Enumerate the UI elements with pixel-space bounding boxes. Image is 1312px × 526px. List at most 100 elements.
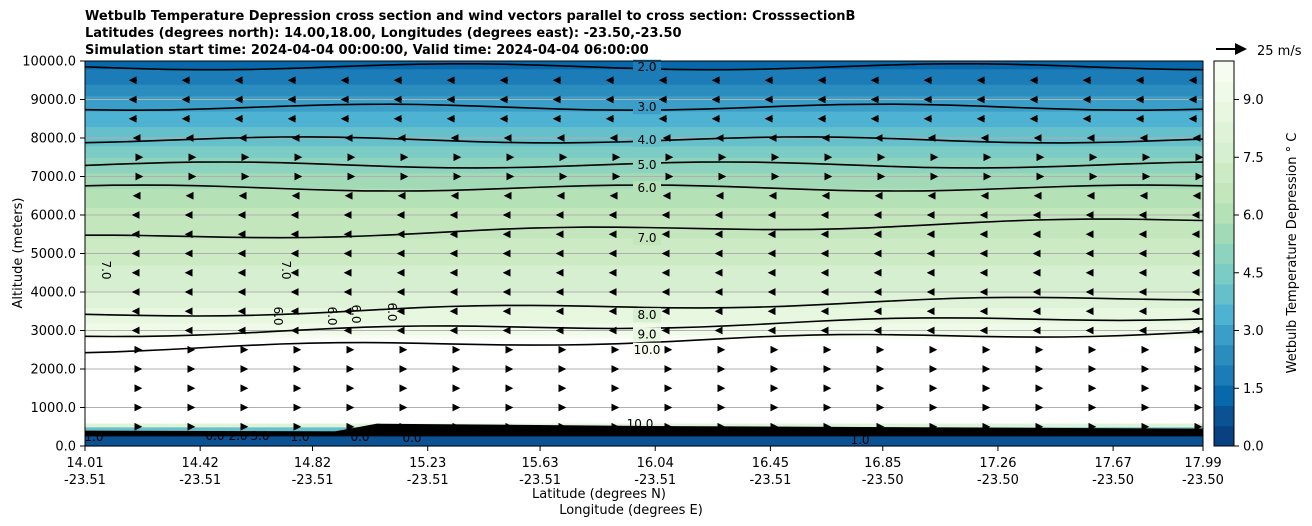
filled-band	[85, 442, 1203, 447]
filled-band	[85, 226, 1203, 231]
colorbar-segment	[1214, 263, 1234, 285]
contour-label: 1.0	[84, 430, 103, 444]
contour-label-bg	[633, 157, 661, 172]
contour-label: 3.0	[637, 100, 656, 114]
title-line-2: Latitudes (degrees north): 14.00,18.00, …	[85, 26, 682, 41]
filled-band	[85, 126, 1203, 131]
y-tick-label: 3000.0	[31, 324, 77, 339]
filled-band	[85, 403, 1203, 409]
y-tick-label: 2000.0	[31, 363, 77, 378]
filled-band	[85, 372, 1203, 378]
filled-band	[85, 80, 1203, 85]
filled-band	[85, 84, 1203, 89]
filled-band	[85, 411, 1203, 416]
colorbar-segment	[1214, 101, 1234, 123]
colorbar-segment	[1214, 61, 1234, 82]
filled-band	[85, 299, 1203, 305]
title-line-1: Wetbulb Temperature Depression cross sec…	[85, 9, 856, 24]
filled-band	[85, 95, 1203, 101]
y-tick-label: 6000.0	[31, 209, 77, 224]
filled-band	[85, 357, 1203, 362]
filled-band	[85, 369, 1203, 374]
filled-band	[85, 295, 1203, 301]
colorbar-tick-label: 7.5	[1243, 151, 1264, 166]
x-tick-label-lon: -23.50	[1182, 473, 1224, 488]
filled-band	[85, 172, 1203, 178]
y-tick-label: 7000.0	[31, 170, 77, 185]
filled-band	[85, 118, 1203, 124]
quiver-key-label: 25 m/s	[1257, 44, 1302, 59]
colorbar-tick-label: 1.5	[1243, 382, 1264, 397]
colorbar-segment	[1214, 364, 1234, 386]
contour-label: 10.0	[634, 343, 661, 357]
filled-band	[85, 72, 1203, 77]
filled-band	[85, 395, 1203, 401]
colorbar-segment	[1214, 202, 1234, 224]
contour-line	[85, 296, 1203, 317]
filled-band	[85, 288, 1203, 293]
filled-band	[85, 215, 1203, 220]
filled-band	[85, 249, 1203, 255]
contour-label: 2.0	[228, 429, 247, 443]
contour-line	[85, 330, 1203, 354]
filled-band	[85, 376, 1203, 382]
contour-lines	[85, 63, 1203, 437]
x-axis-label-lon: Longitude (degrees E)	[559, 503, 703, 518]
y-tick-label: 5000.0	[31, 247, 77, 262]
contour-label: 6.0	[271, 306, 285, 325]
colorbar-segment	[1214, 162, 1234, 184]
filled-band	[85, 380, 1203, 385]
filled-band	[85, 76, 1203, 81]
contour-label-bg	[633, 342, 661, 357]
colorbar-segment	[1214, 304, 1234, 325]
filled-band	[85, 268, 1203, 274]
filled-band	[85, 199, 1203, 205]
filled-band	[85, 265, 1203, 270]
colorbar-segment	[1214, 283, 1234, 305]
x-tick-label-lon: -23.50	[1092, 473, 1134, 488]
filled-band	[85, 292, 1203, 297]
x-tick-label-lat: 16.85	[864, 456, 901, 471]
contour-label-bg	[633, 59, 661, 74]
colorbar-tick-label: 3.0	[1243, 324, 1264, 339]
filled-band	[85, 222, 1203, 228]
contour-label: 5.0	[637, 158, 656, 172]
y-axis: 0.0 1000.0 2000.0 3000.0 4000.0 5000.0 6000.0 7…	[22, 55, 85, 455]
x-tick-label-lon: -23.51	[64, 473, 106, 488]
x-tick-label-lat: 15.63	[521, 456, 558, 471]
filled-band	[85, 384, 1203, 389]
x-tick-label-lat: 14.82	[294, 456, 331, 471]
contour-label-bg	[633, 231, 661, 246]
contour-label-bg	[633, 308, 661, 323]
contour-label: 9.0	[637, 327, 656, 341]
colorbar-segment	[1214, 385, 1234, 406]
chart-title: Wetbulb Temperature Depression cross sec…	[85, 8, 855, 59]
colorbar-segment	[1214, 324, 1234, 346]
filled-band	[85, 218, 1203, 224]
filled-band	[85, 145, 1203, 151]
contour-labels: 2.03.04.05.06.07.08.09.010.07.0 7.06.0 6.0…	[84, 59, 870, 447]
title-line-3: Simulation start time: 2024-04-04 00:00:…	[85, 43, 649, 58]
filled-band	[85, 280, 1203, 285]
filled-band	[85, 257, 1203, 262]
filled-band	[85, 365, 1203, 370]
filled-band	[85, 122, 1203, 128]
x-tick-label-lat: 17.26	[979, 456, 1016, 471]
filled-band	[85, 253, 1203, 258]
x-tick-label-lon: -23.51	[749, 473, 791, 488]
y-tick-label: 8000.0	[31, 132, 77, 147]
contour-label: 1.0	[850, 433, 869, 447]
contour-label: 2.0	[637, 60, 656, 74]
contour-label: 6.0	[349, 304, 363, 323]
colorbar-tick-label: 4.5	[1243, 266, 1264, 281]
x-tick-label-lat: 16.45	[752, 456, 789, 471]
x-tick-label-lon: -23.51	[179, 473, 221, 488]
filled-band	[85, 399, 1203, 405]
filled-band	[85, 422, 1203, 428]
contour-label: 1.0	[290, 430, 309, 444]
contour-label: 7.0	[279, 260, 293, 279]
contour-label: 8.0	[637, 308, 656, 322]
colorbar-segment	[1214, 223, 1234, 244]
filled-band	[85, 303, 1203, 308]
